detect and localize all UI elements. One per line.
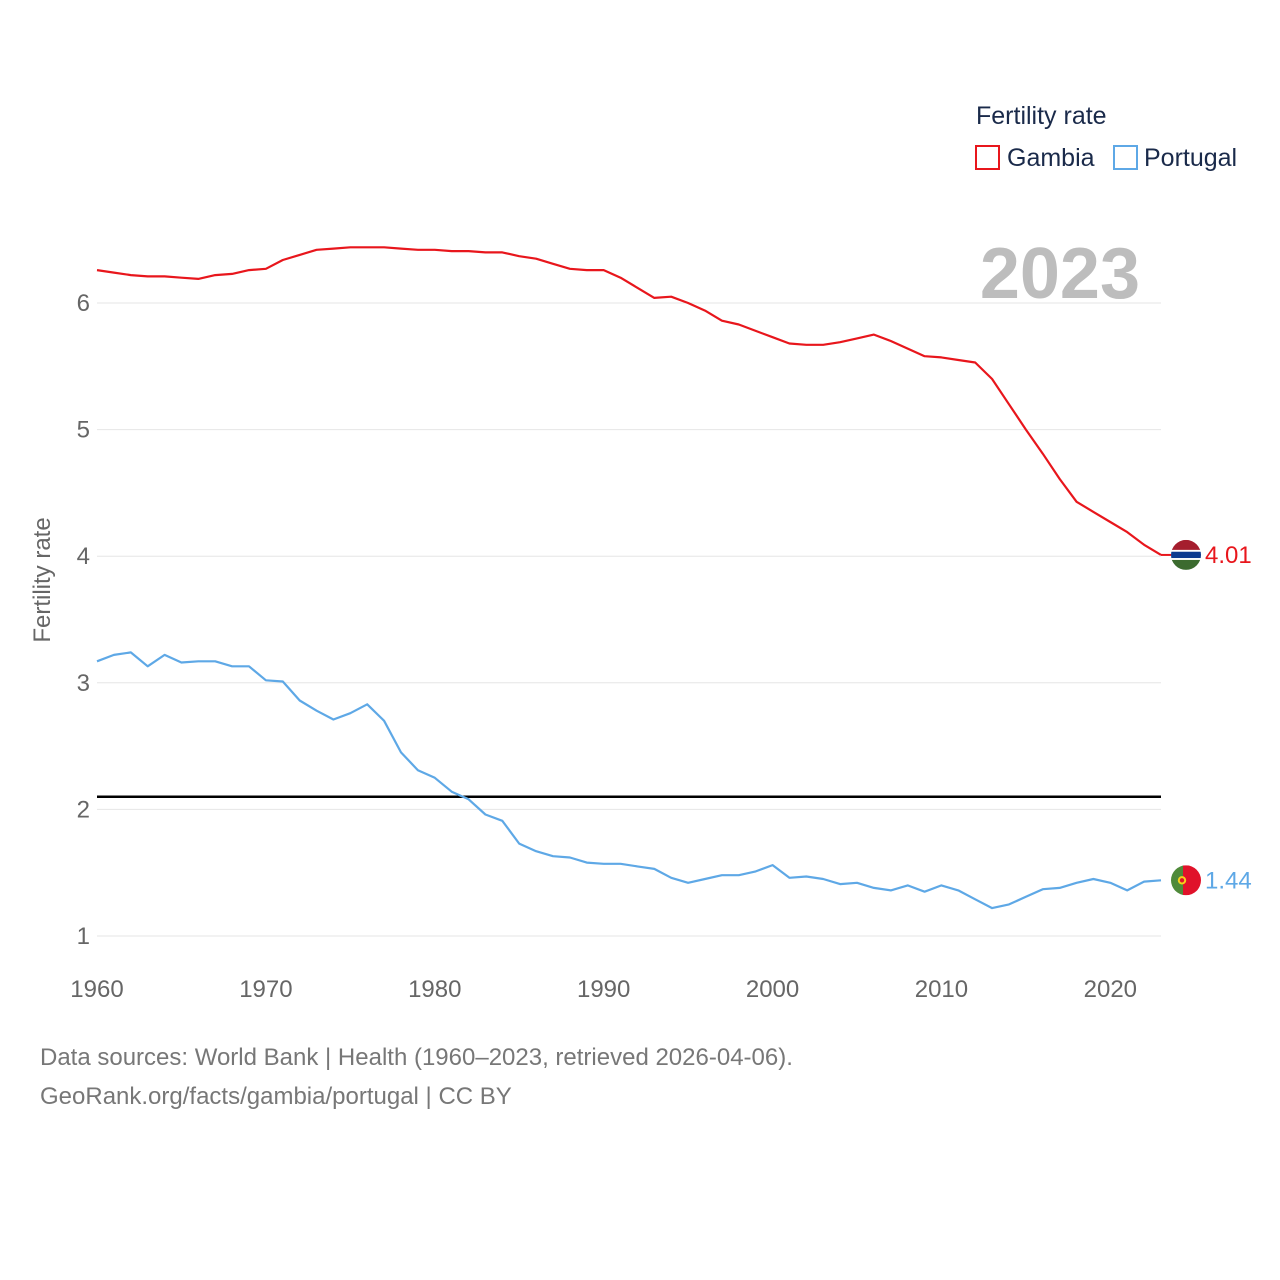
- x-tick-label: 2010: [915, 976, 968, 1003]
- portugal-flag-icon: [1171, 865, 1201, 896]
- legend-swatch-portugal[interactable]: [1113, 145, 1138, 170]
- series-line-portugal[interactable]: [96, 651, 1162, 910]
- x-axis: 1960 1970 1980 1990 2000 2010 2020: [70, 976, 1137, 1003]
- series-line-gambia[interactable]: [96, 246, 1162, 556]
- end-markers: 4.01 1.44: [1161, 539, 1252, 896]
- x-tick-label: 1960: [70, 976, 123, 1003]
- source-link[interactable]: GeoRank.org/facts/gambia/portugal | CC B…: [40, 1083, 512, 1110]
- x-tick-label: 1970: [239, 976, 292, 1003]
- legend-swatch-gambia[interactable]: [975, 145, 1000, 170]
- series-lines: [96, 246, 1162, 910]
- y-tick-label: 3: [77, 670, 90, 697]
- portugal-end-value: 1.44: [1205, 867, 1252, 894]
- y-tick-label: 4: [77, 543, 90, 570]
- y-axis-title: Fertility rate: [29, 517, 56, 642]
- gridlines: [97, 302, 1161, 937]
- legend: Fertility rate Gambia Portugal: [975, 102, 1237, 172]
- x-tick-label: 2000: [746, 976, 799, 1003]
- y-tick-label: 5: [77, 417, 90, 444]
- source-note: Data sources: World Bank | Health (1960–…: [40, 1044, 793, 1071]
- y-tick-label: 2: [77, 796, 90, 823]
- legend-label-gambia[interactable]: Gambia: [1007, 144, 1095, 172]
- gambia-end-value: 4.01: [1205, 542, 1252, 569]
- y-tick-label: 6: [77, 290, 90, 317]
- x-tick-label: 2020: [1084, 976, 1137, 1003]
- year-label: 2023: [980, 234, 1140, 314]
- x-tick-label: 1990: [577, 976, 630, 1003]
- x-tick-label: 1980: [408, 976, 461, 1003]
- y-axis: 1 2 3 4 5 6: [77, 290, 90, 950]
- y-tick-label: 1: [77, 923, 90, 950]
- fertility-chart: 1 2 3 4 5 6 1960 1970 1980 1990 2000 2010 2020 Fert…: [29, 102, 1252, 1003]
- gambia-flag-icon: [1171, 539, 1201, 570]
- legend-title: Fertility rate: [976, 102, 1107, 130]
- legend-label-portugal[interactable]: Portugal: [1144, 144, 1237, 172]
